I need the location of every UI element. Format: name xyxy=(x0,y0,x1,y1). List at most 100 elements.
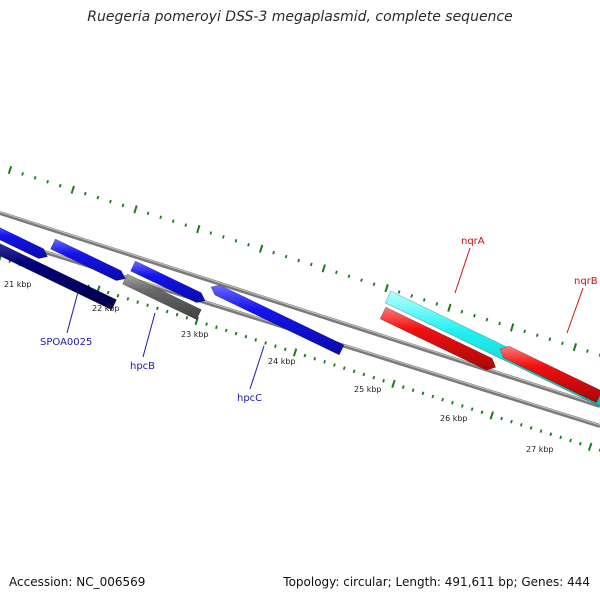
inner-tick-22 xyxy=(205,322,208,326)
outer-tick-2 xyxy=(21,172,24,176)
inner-tick-57 xyxy=(549,432,553,437)
outer-tick-22 xyxy=(272,250,275,255)
gene-arrow-nqrb-cont xyxy=(499,345,600,404)
inner-tick-37 xyxy=(352,369,356,374)
inner-tick-17 xyxy=(156,306,159,311)
outer-tick-26 xyxy=(321,264,326,273)
inner-tick-49 xyxy=(470,407,474,411)
gene-label-nqrb: nqrB xyxy=(574,276,598,287)
gene-label-nqra: nqrA xyxy=(461,236,485,247)
inner-tick-24 xyxy=(224,328,228,333)
outer-tick-18 xyxy=(222,235,225,239)
gene-arrow-hpcb-lower xyxy=(122,273,202,320)
outer-tick-47 xyxy=(586,349,589,353)
outer-tick-20 xyxy=(247,243,250,247)
outer-tick-31 xyxy=(384,283,389,293)
inner-tick-30 xyxy=(283,347,287,352)
inner-tick-19 xyxy=(175,312,179,317)
inner-tick-60 xyxy=(578,441,582,446)
inner-tick-14 xyxy=(126,297,130,301)
outer-tick-32 xyxy=(397,290,401,294)
gene-arrow-spoa0024-lower xyxy=(0,243,117,311)
outer-tick-42 xyxy=(523,329,527,334)
scale-label-6: 26 kbp xyxy=(440,414,468,423)
gene-label-hpcc: hpcC xyxy=(237,393,262,404)
gene-label-spoa0025: SPOA0025 xyxy=(40,337,92,348)
gene-arrow-hpcc xyxy=(210,284,345,356)
scale-labels: 21 kbp 22 kbp 23 kbp 24 kbp 25 kbp 26 kbp 27 k… xyxy=(4,280,554,454)
inner-tick-53 xyxy=(510,419,513,424)
outer-tick-9 xyxy=(109,199,112,204)
inner-tick-15 xyxy=(136,300,140,304)
outer-tick-marks xyxy=(7,165,600,357)
outer-tick-36 xyxy=(447,303,452,312)
outer-tick-43 xyxy=(535,333,539,338)
inner-tick-47 xyxy=(451,401,454,405)
inner-tick-12 xyxy=(106,290,110,295)
inner-tick-40 xyxy=(382,378,385,383)
outer-tick-5 xyxy=(58,183,62,188)
inner-tick-44 xyxy=(421,391,425,396)
outer-tick-4 xyxy=(46,180,49,184)
outer-tick-8 xyxy=(96,195,100,200)
inner-tick-16 xyxy=(146,303,149,307)
scale-label-5: 25 kbp xyxy=(354,385,382,394)
inner-tick-26 xyxy=(244,334,248,339)
scale-label-4: 24 kbp xyxy=(268,357,296,366)
gene-label-hpcb: hpcB xyxy=(130,361,155,372)
inner-tick-51 xyxy=(489,411,494,420)
map-title: Ruegeria pomeroyi DSS-3 megaplasmid, com… xyxy=(87,9,513,25)
inner-tick-20 xyxy=(185,316,189,320)
gene-arrow-hpcb xyxy=(130,260,206,303)
outer-tick-21 xyxy=(258,244,264,253)
accession-text: Accession: NC_006569 xyxy=(9,575,146,589)
outer-tick-40 xyxy=(498,321,501,326)
outer-tick-13 xyxy=(159,215,162,220)
inner-tick-42 xyxy=(401,385,405,389)
inner-tick-45 xyxy=(431,394,435,399)
inner-tick-36 xyxy=(342,366,346,370)
inner-tick-27 xyxy=(254,338,258,342)
inner-tick-54 xyxy=(519,423,523,427)
gene-label-leader-4 xyxy=(454,247,471,294)
outer-tick-27 xyxy=(335,270,338,275)
inner-tick-18 xyxy=(165,309,169,314)
outer-tick-35 xyxy=(435,302,439,306)
outer-tick-34 xyxy=(422,298,426,302)
inner-tick-43 xyxy=(411,388,415,392)
inner-tick-23 xyxy=(215,325,218,330)
outer-tick-24 xyxy=(297,258,301,263)
outer-tick-37 xyxy=(460,309,464,314)
outer-tick-39 xyxy=(485,317,489,322)
gene-label-leader-2 xyxy=(142,312,156,358)
inner-tick-21 xyxy=(194,316,199,326)
backbone-highlight-1 xyxy=(0,211,600,406)
inner-tick-32 xyxy=(303,353,307,358)
outer-tick-10 xyxy=(121,203,125,208)
gene-features xyxy=(0,227,600,407)
outer-tick-6 xyxy=(70,185,75,194)
sequence-summary: Topology: circular; Length: 491,611 bp; … xyxy=(283,575,590,589)
gene-arrow-spoa0025 xyxy=(50,238,126,281)
inner-tick-34 xyxy=(323,360,326,364)
inner-tick-33 xyxy=(313,356,317,361)
outer-tick-46 xyxy=(572,342,578,352)
outer-tick-44 xyxy=(548,337,552,342)
outer-tick-11 xyxy=(133,205,138,214)
outer-tick-28 xyxy=(347,274,351,279)
outer-tick-41 xyxy=(509,323,515,332)
outer-tick-38 xyxy=(473,313,476,318)
inner-tick-50 xyxy=(480,410,484,415)
outer-tick-19 xyxy=(234,239,238,243)
inner-tick-38 xyxy=(362,372,366,377)
inner-tick-59 xyxy=(569,438,572,443)
inner-tick-35 xyxy=(333,363,336,367)
outer-tick-12 xyxy=(146,211,150,216)
outer-tick-7 xyxy=(83,191,87,196)
scale-label-3: 23 kbp xyxy=(181,330,209,339)
outer-tick-14 xyxy=(171,219,175,223)
gene-arrow-spoa0024 xyxy=(0,227,48,259)
outer-tick-33 xyxy=(410,294,414,298)
inner-tick-48 xyxy=(460,404,464,408)
